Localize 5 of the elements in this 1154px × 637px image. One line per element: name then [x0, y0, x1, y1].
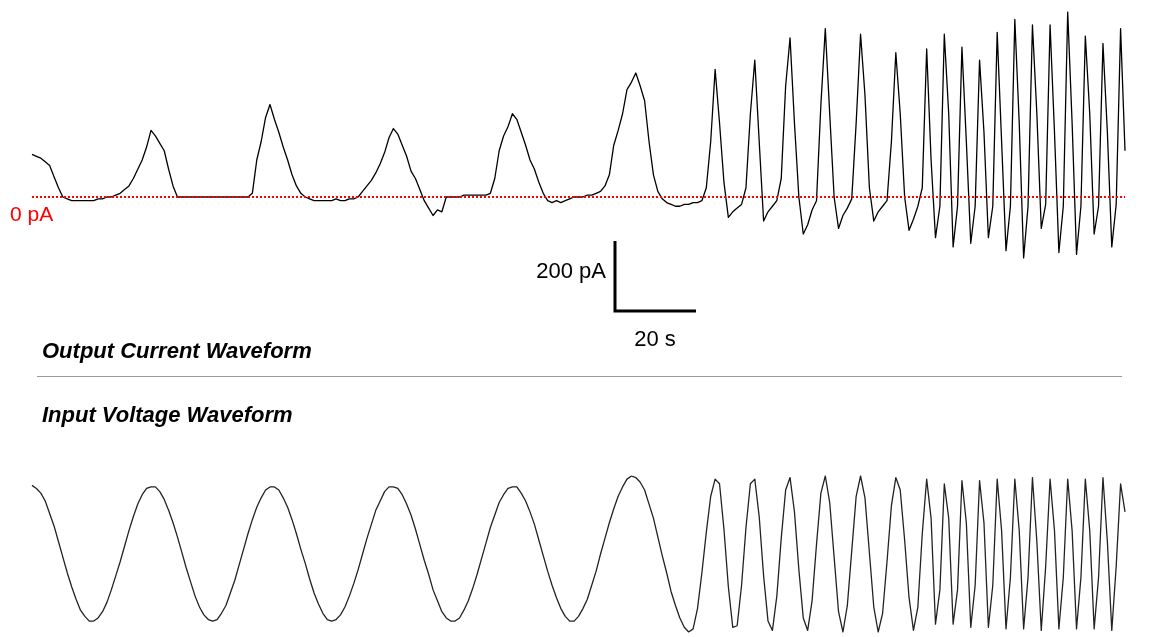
text: 20 s [634, 326, 676, 351]
chart-title: Input Voltage Waveform [42, 401, 293, 427]
annotation: 200 pA [536, 258, 606, 283]
ref-line-label: 0 pA [10, 202, 54, 225]
text: Output Current Waveform [42, 337, 312, 363]
